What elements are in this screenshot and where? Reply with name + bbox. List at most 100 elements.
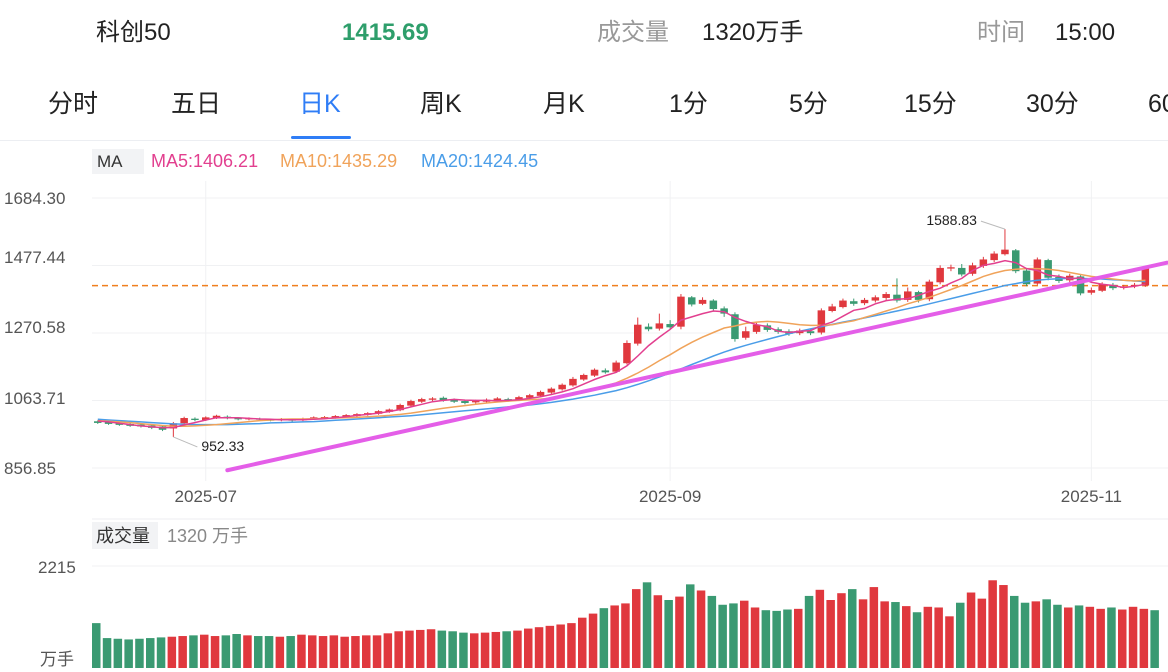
volume-bar — [254, 636, 263, 668]
volume-bar — [599, 608, 609, 668]
ma20-legend: MA20:1424.45 — [421, 151, 538, 171]
volume-bar — [318, 636, 328, 668]
y-tick-label: 1684.30 — [4, 189, 65, 208]
candle-body — [817, 310, 826, 333]
ma5-legend: MA5:1406.21 — [151, 151, 258, 171]
volume-bar — [999, 585, 1008, 668]
candle-body — [450, 399, 458, 402]
volume-bar — [394, 631, 403, 668]
volume-bar — [1064, 607, 1073, 668]
volume-bar — [210, 636, 220, 668]
candle-body — [439, 397, 448, 401]
volume-bar — [264, 636, 274, 668]
volume-bar — [534, 627, 544, 668]
candle-body — [493, 398, 502, 401]
tab-1min[interactable]: 1分 — [669, 90, 708, 118]
volume-bar — [858, 599, 868, 668]
volume-bar — [1074, 605, 1084, 668]
candle-body — [752, 324, 761, 332]
candle-body — [1109, 284, 1117, 289]
volume-bar — [545, 625, 555, 668]
volume-bar — [729, 603, 738, 668]
volume-bar — [448, 631, 457, 668]
candle-body — [1087, 290, 1096, 293]
volume-bar — [308, 635, 317, 668]
y-tick-label: 1270.58 — [4, 318, 65, 337]
volume-bar — [902, 606, 911, 668]
ma-label: MA — [97, 152, 123, 171]
candle-body — [407, 401, 415, 406]
candle-body — [104, 421, 113, 424]
volume-bar — [124, 639, 133, 668]
candle-body — [925, 281, 934, 300]
tab-weekly-k[interactable]: 周K — [420, 90, 462, 118]
candle-body — [904, 291, 912, 300]
volume-bar — [113, 638, 123, 668]
volume-bar — [405, 630, 414, 668]
volume-bar — [437, 630, 447, 668]
volume-bar — [297, 634, 306, 668]
tab-monthly-k[interactable]: 月K — [543, 90, 585, 118]
volume-bar — [848, 589, 857, 668]
candle-body — [860, 299, 869, 304]
volume-bar — [491, 631, 501, 668]
x-tick-label: 2025-11 — [1061, 487, 1122, 506]
x-tick-label: 2025-07 — [175, 487, 237, 506]
tab-30min[interactable]: 30分 — [1026, 90, 1079, 118]
volume-bar — [977, 598, 987, 668]
candle-body — [742, 331, 750, 338]
volume-bar — [642, 582, 652, 668]
price-axis: 1684.30 1477.44 1270.58 1063.71 856.85 — [4, 189, 65, 478]
volume-bar — [869, 587, 879, 668]
candle-body — [698, 299, 707, 304]
volume-bar — [1139, 608, 1149, 668]
volume-bar — [783, 609, 792, 668]
volume-y-tick: 2215 — [38, 558, 76, 577]
volume-bar — [156, 637, 166, 668]
time-value: 15:00 — [1055, 19, 1116, 46]
candle-body — [94, 421, 102, 423]
volume-bar — [934, 607, 943, 668]
volume-bar — [232, 634, 241, 668]
candle-body — [515, 397, 523, 400]
candle-body — [936, 267, 944, 283]
volume-bar — [556, 624, 565, 668]
candle-body — [1033, 259, 1042, 284]
ma10-line — [97, 267, 1146, 427]
x-tick-label: 2025-09 — [639, 487, 701, 506]
candle-body — [234, 418, 242, 420]
candle-body — [547, 388, 556, 393]
volume-bar — [794, 608, 803, 668]
tab-fenshi[interactable]: 分时 — [48, 90, 99, 118]
volume-bar — [416, 629, 425, 668]
high-price-label: 1588.83 — [926, 212, 977, 228]
candle-body — [580, 374, 588, 380]
tab-60min[interactable]: 60分 — [1148, 90, 1168, 118]
date-axis: 2025-07 2025-09 2025-11 — [175, 487, 1122, 506]
volume-bars — [92, 580, 1159, 668]
volume-bar — [221, 635, 231, 668]
candle-body — [623, 342, 631, 364]
volume-label-bg — [92, 522, 158, 549]
volume-label: 成交量 — [597, 19, 669, 46]
candle-body — [979, 259, 988, 266]
volume-bar — [178, 636, 187, 668]
tab-daily-k[interactable]: 日K — [299, 90, 341, 118]
volume-bar — [772, 610, 781, 668]
volume-bar — [1020, 602, 1030, 668]
tab-5min[interactable]: 5分 — [789, 90, 828, 118]
volume-bar — [632, 589, 641, 668]
volume-bar — [750, 607, 760, 668]
candle-body — [947, 267, 955, 269]
volume-bar — [146, 638, 155, 668]
candle-body — [958, 267, 966, 275]
candle-body — [385, 409, 394, 412]
volume-bar — [167, 636, 177, 668]
last-price: 1415.69 — [342, 19, 429, 46]
candle-body — [342, 415, 350, 417]
tab-15min[interactable]: 15分 — [904, 90, 957, 118]
tab-five-day[interactable]: 五日 — [171, 90, 222, 118]
y-tick-label: 1477.44 — [4, 248, 65, 267]
kline-chart[interactable]: MA MA5:1406.21 MA10:1435.29 MA20:1424.45… — [0, 141, 1168, 672]
volume-panel-value: 1320 万手 — [167, 526, 248, 546]
